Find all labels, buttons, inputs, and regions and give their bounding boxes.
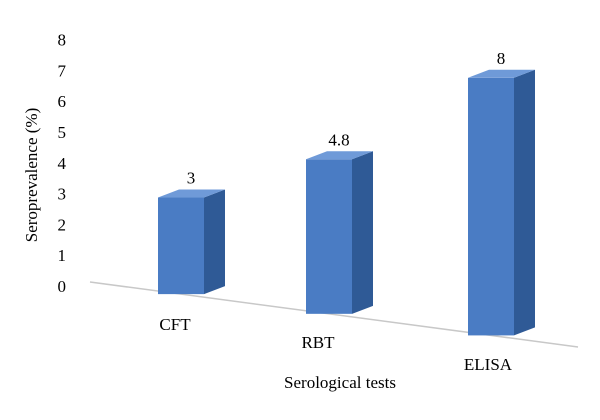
bar-top-face [306, 151, 373, 160]
bar-front-face [468, 77, 514, 336]
bar-top-face [468, 69, 535, 78]
x-category-label: RBT [301, 333, 335, 352]
y-tick-label: 6 [58, 92, 67, 111]
y-tick-label: 3 [58, 185, 67, 204]
x-category-label: ELISA [464, 355, 513, 374]
bar [468, 69, 535, 336]
y-tick-label: 4 [58, 154, 67, 173]
y-tick-label: 2 [58, 215, 67, 234]
bar-front-face [306, 159, 352, 314]
y-tick-label: 7 [58, 61, 67, 80]
bar-front-face [158, 197, 204, 295]
data-label: 3 [187, 169, 196, 188]
y-tick-label: 0 [58, 277, 67, 296]
data-label: 8 [497, 49, 506, 68]
x-axis-title: Serological tests [284, 373, 396, 392]
bars-layer [158, 69, 535, 336]
y-tick-label: 8 [58, 31, 67, 50]
data-label: 4.8 [328, 130, 349, 149]
bar-side-face [352, 151, 373, 314]
labels-layer: 0 1 2 3 4 5 6 7 8 3 CFT 4.8 RBT 8 ELISA [58, 31, 513, 374]
bar [158, 189, 225, 295]
y-axis-title: Seroprevalence (%) [22, 108, 41, 243]
y-tick-label: 5 [58, 123, 67, 142]
bar-side-face [514, 69, 535, 336]
x-category-label: CFT [159, 315, 191, 334]
bar-top-face [158, 189, 225, 198]
bar-side-face [204, 189, 225, 295]
bar [306, 151, 373, 314]
y-tick-label: 1 [58, 246, 67, 265]
